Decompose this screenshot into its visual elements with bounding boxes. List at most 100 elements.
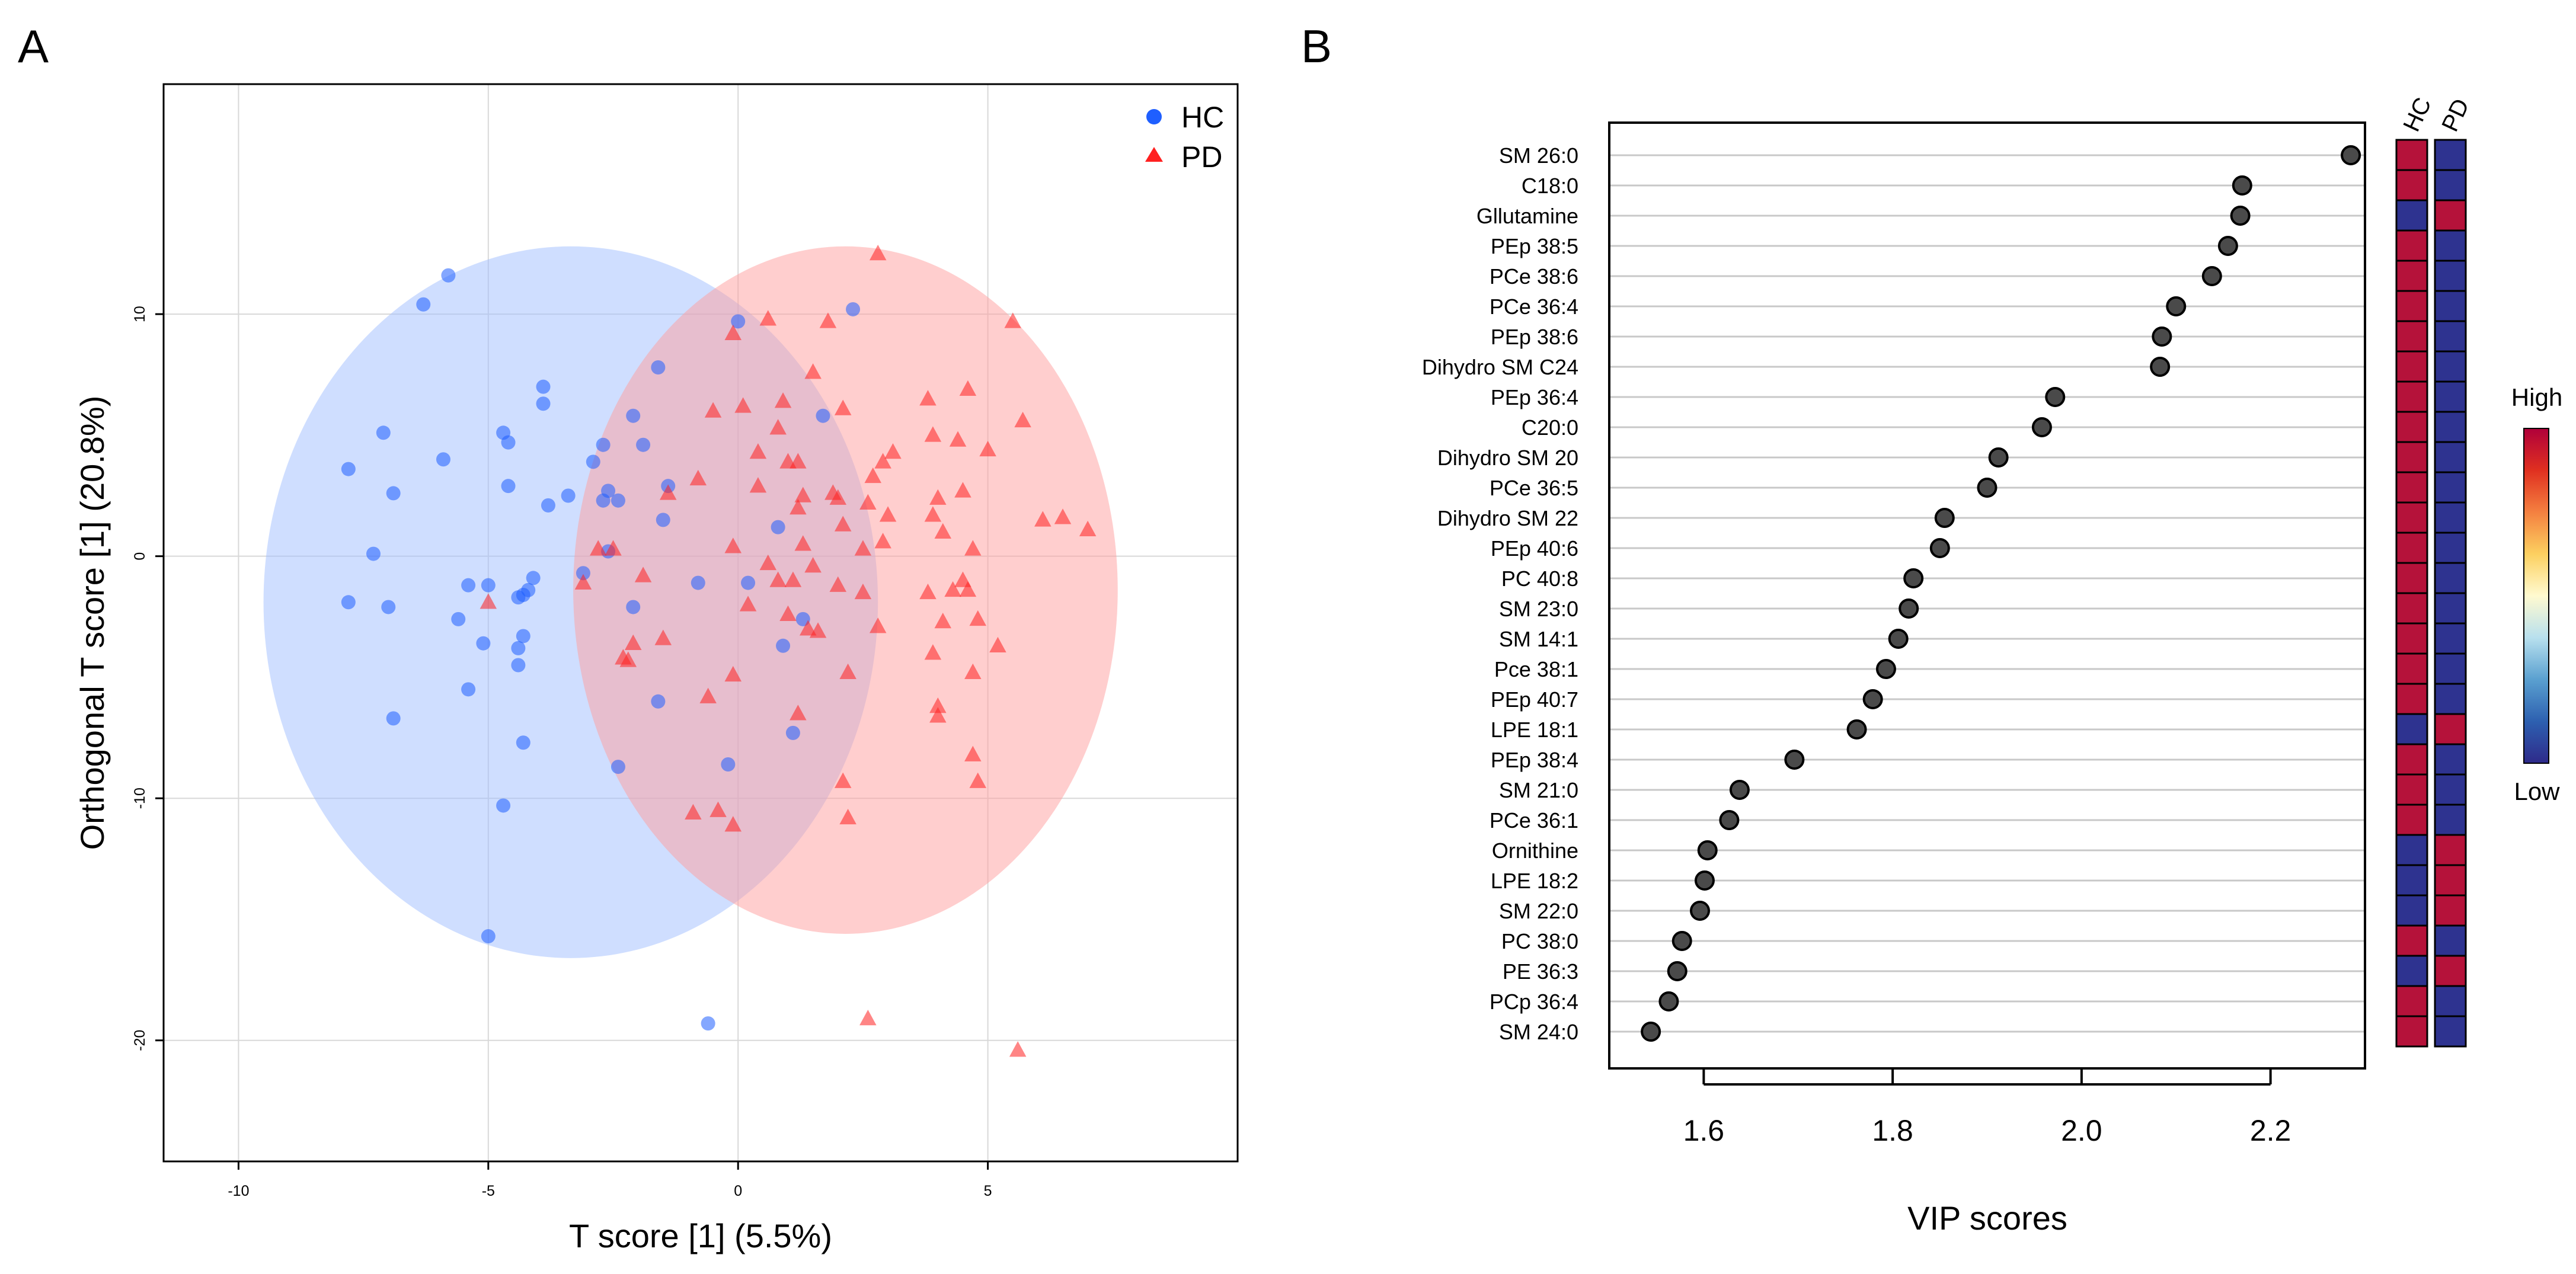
point-pd — [934, 612, 952, 629]
heatmap-header-pd: PD — [2437, 95, 2474, 136]
point-hc — [451, 612, 466, 626]
vip-point — [1988, 447, 2009, 468]
heatmap-cell — [2434, 290, 2467, 322]
point-hc — [816, 408, 830, 423]
heatmap-cell — [2395, 1015, 2428, 1048]
point-hc — [516, 588, 530, 603]
heatmap-cell — [2395, 924, 2428, 957]
vip-tick-label: 2.2 — [2250, 1114, 2291, 1147]
point-hc — [731, 314, 746, 329]
heatmap-cell — [2434, 743, 2467, 776]
heatmap-cell — [2395, 229, 2428, 262]
point-pd — [779, 605, 797, 621]
point-pd — [794, 535, 812, 551]
heatmap-cell — [2434, 834, 2467, 866]
metabolite-label: PEp 38:4 — [1491, 748, 1578, 772]
point-hc — [516, 629, 530, 644]
vip-point — [1846, 719, 1867, 740]
point-hc — [441, 268, 456, 283]
point-pd — [924, 426, 942, 442]
point-hc — [626, 408, 641, 423]
heatmap-cell — [2434, 924, 2467, 957]
point-pd — [724, 537, 742, 553]
point-pd — [619, 651, 637, 667]
point-pd — [924, 644, 942, 660]
point-hc — [785, 725, 800, 740]
metabolite-label: C18:0 — [1522, 174, 1578, 198]
point-pd — [959, 581, 977, 597]
heatmap-cell — [2434, 199, 2467, 232]
heatmap-cell — [2395, 260, 2428, 292]
metabolite-label: PEp 40:6 — [1491, 536, 1578, 561]
heatmap-cell — [2395, 199, 2428, 232]
point-pd — [724, 324, 742, 341]
heatmap-cell — [2434, 471, 2467, 504]
legend-pd-label: PD — [1181, 140, 1222, 174]
vip-point — [1694, 870, 1715, 891]
point-pd — [790, 705, 807, 721]
heatmap-cell — [2395, 441, 2428, 473]
point-pd — [749, 477, 767, 493]
point-hc — [596, 493, 611, 508]
y-tick-labels: -20 -10 0 10 — [132, 306, 164, 1051]
point-hc — [576, 566, 590, 581]
point-hc — [341, 462, 356, 476]
metabolite-label: Dihydro SM 20 — [1437, 446, 1578, 470]
heatmap-cell — [2434, 894, 2467, 927]
point-hc — [496, 798, 511, 813]
x-tick-label: -5 — [482, 1183, 495, 1199]
vip-points — [1641, 145, 2361, 1042]
vip-point — [1903, 568, 1924, 588]
heatmap-cell — [2395, 713, 2428, 745]
point-pd — [804, 363, 822, 379]
vip-point — [2166, 296, 2187, 316]
metabolite-label: PCe 36:5 — [1490, 476, 1578, 500]
heatmap-cell — [2434, 350, 2467, 383]
point-pd — [924, 506, 942, 522]
point-pd — [954, 482, 971, 498]
vip-point — [2045, 387, 2066, 407]
point-pd — [834, 772, 852, 788]
point-hc — [516, 735, 530, 750]
heatmap-header-hc: HC — [2398, 94, 2436, 136]
metabolite-label: PCe 36:4 — [1490, 295, 1578, 319]
point-pd — [864, 467, 882, 484]
metabolite-label: PE 36:3 — [1503, 959, 1578, 984]
point-hc — [596, 437, 611, 452]
vip-point — [2217, 236, 2238, 256]
x-tick-label: 5 — [984, 1183, 992, 1199]
point-pd — [804, 556, 822, 573]
heatmap-cell — [2395, 169, 2428, 201]
heatmap-cell — [2395, 743, 2428, 776]
vip-point — [2152, 326, 2172, 347]
point-pd — [949, 431, 967, 447]
point-hc — [526, 571, 541, 585]
point-pd — [869, 617, 887, 633]
point-pd — [854, 583, 872, 600]
metabolite-label: SM 24:0 — [1499, 1020, 1578, 1044]
point-pd — [824, 484, 842, 500]
vip-tick-label: 2.0 — [2061, 1114, 2102, 1147]
point-hc — [536, 379, 551, 394]
panel-label-a: A — [18, 20, 49, 72]
legend-hc-marker — [1146, 109, 1162, 124]
heatmap-cell — [2434, 652, 2467, 685]
legend-pd-marker — [1145, 147, 1163, 162]
heatmap-cell — [2434, 441, 2467, 473]
vip-point — [1899, 598, 1919, 619]
heatmap-cell — [2434, 955, 2467, 987]
vip-point — [2201, 266, 2222, 286]
point-pd — [634, 566, 652, 582]
point-hc — [436, 452, 450, 467]
heatmap-cell — [2395, 834, 2428, 866]
point-pd — [989, 636, 1006, 653]
point-pd — [709, 801, 727, 817]
point-pd — [724, 816, 742, 832]
vip-point — [1977, 478, 1997, 498]
point-hc — [501, 479, 516, 494]
vip-point — [1658, 991, 1679, 1011]
y-tick-label: 0 — [132, 552, 148, 561]
confidence-ellipses — [263, 246, 1118, 958]
y-axis-title: Orthogonal T score [1] (20.8%) — [73, 396, 111, 850]
heatmap-cell — [2395, 683, 2428, 715]
